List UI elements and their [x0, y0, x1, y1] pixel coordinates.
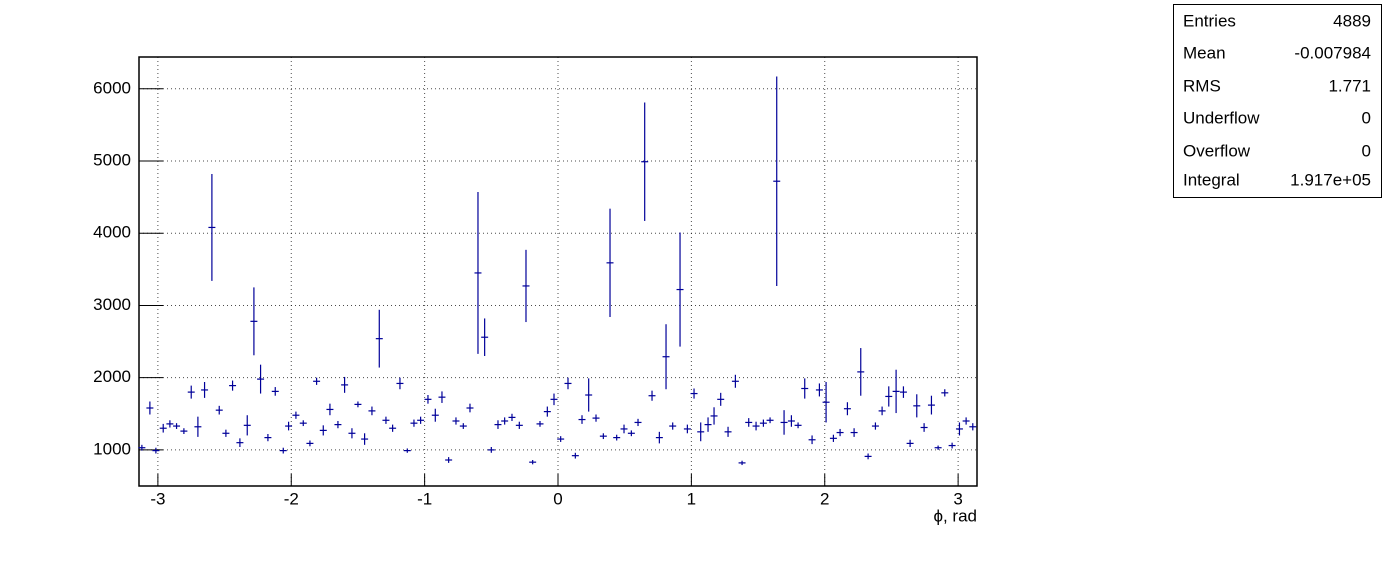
stats-label: Overflow	[1183, 141, 1251, 160]
stats-value: -0.007984	[1294, 43, 1371, 62]
stats-label: Entries	[1183, 11, 1236, 30]
y-tick-label: 1000	[93, 439, 131, 458]
stats-box	[1173, 4, 1382, 198]
y-tick-label: 5000	[93, 150, 131, 169]
stats-label: Underflow	[1183, 108, 1260, 127]
stats-label: Mean	[1183, 43, 1226, 62]
x-tick-label: -3	[150, 489, 165, 508]
x-tick-label: 1	[687, 489, 696, 508]
y-tick-label: 3000	[93, 295, 131, 314]
x-tick-label: 0	[553, 489, 562, 508]
stats-value: 0	[1362, 141, 1371, 160]
x-tick-label: -1	[417, 489, 432, 508]
y-tick-label: 4000	[93, 223, 131, 242]
stats-label: RMS	[1183, 76, 1221, 95]
x-tick-label: 3	[953, 489, 962, 508]
stats-value: 4889	[1333, 11, 1371, 30]
stats-label: Integral	[1183, 170, 1240, 189]
y-tick-label: 6000	[93, 78, 131, 97]
stats-value: 1.917e+05	[1290, 170, 1371, 189]
y-tick-label: 2000	[93, 367, 131, 386]
x-tick-label: -2	[284, 489, 299, 508]
stats-value: 0	[1362, 108, 1371, 127]
x-axis-label: ϕ, rad	[933, 506, 977, 525]
stats-value: 1.771	[1328, 76, 1371, 95]
x-tick-label: 2	[820, 489, 829, 508]
